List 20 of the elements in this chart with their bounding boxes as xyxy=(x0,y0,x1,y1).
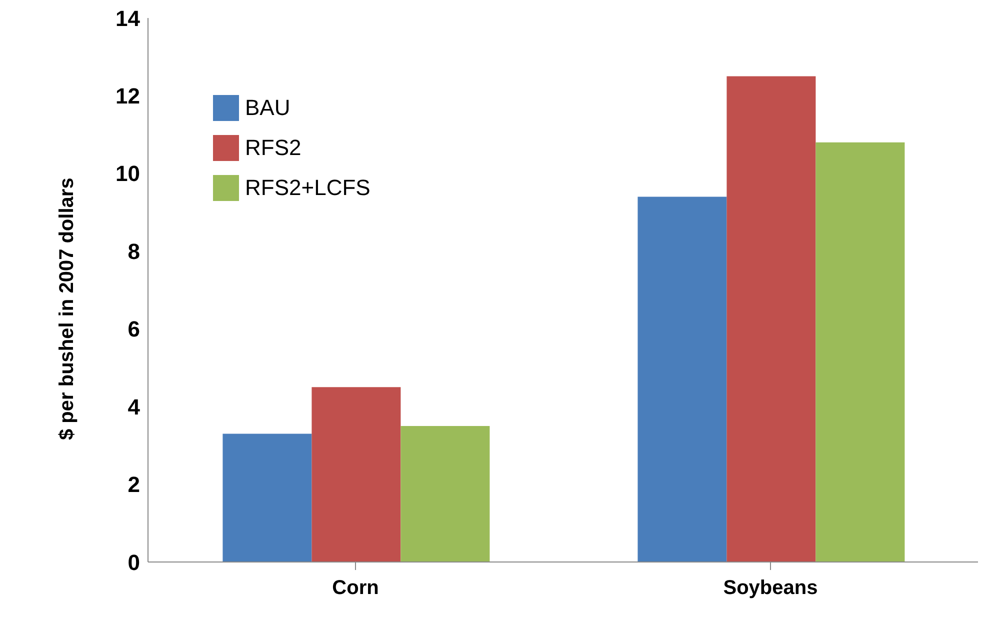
legend-label: RFS2 xyxy=(245,135,302,161)
bar xyxy=(638,196,727,562)
legend-label: BAU xyxy=(245,95,290,121)
bar xyxy=(222,434,312,562)
y-axis-title: $ per bushel in 2007 dollars xyxy=(56,178,78,440)
legend-label: RFS2+LCFS xyxy=(245,175,370,201)
bar xyxy=(312,387,401,562)
bar xyxy=(816,142,905,562)
x-tick-label: Corn xyxy=(332,577,379,600)
y-tick-label: 6 xyxy=(128,316,140,342)
y-tick-label: 12 xyxy=(116,84,140,109)
bar xyxy=(400,426,490,562)
y-tick-label: 10 xyxy=(116,161,140,186)
x-tick-label: Soybeans xyxy=(723,577,818,600)
y-tick-label: 14 xyxy=(116,6,141,31)
bar xyxy=(726,76,816,562)
y-tick-label: 0 xyxy=(128,550,140,575)
y-tick-label: 4 xyxy=(128,394,141,420)
y-tick-label: 8 xyxy=(128,238,140,264)
y-tick-label: 2 xyxy=(128,472,140,498)
